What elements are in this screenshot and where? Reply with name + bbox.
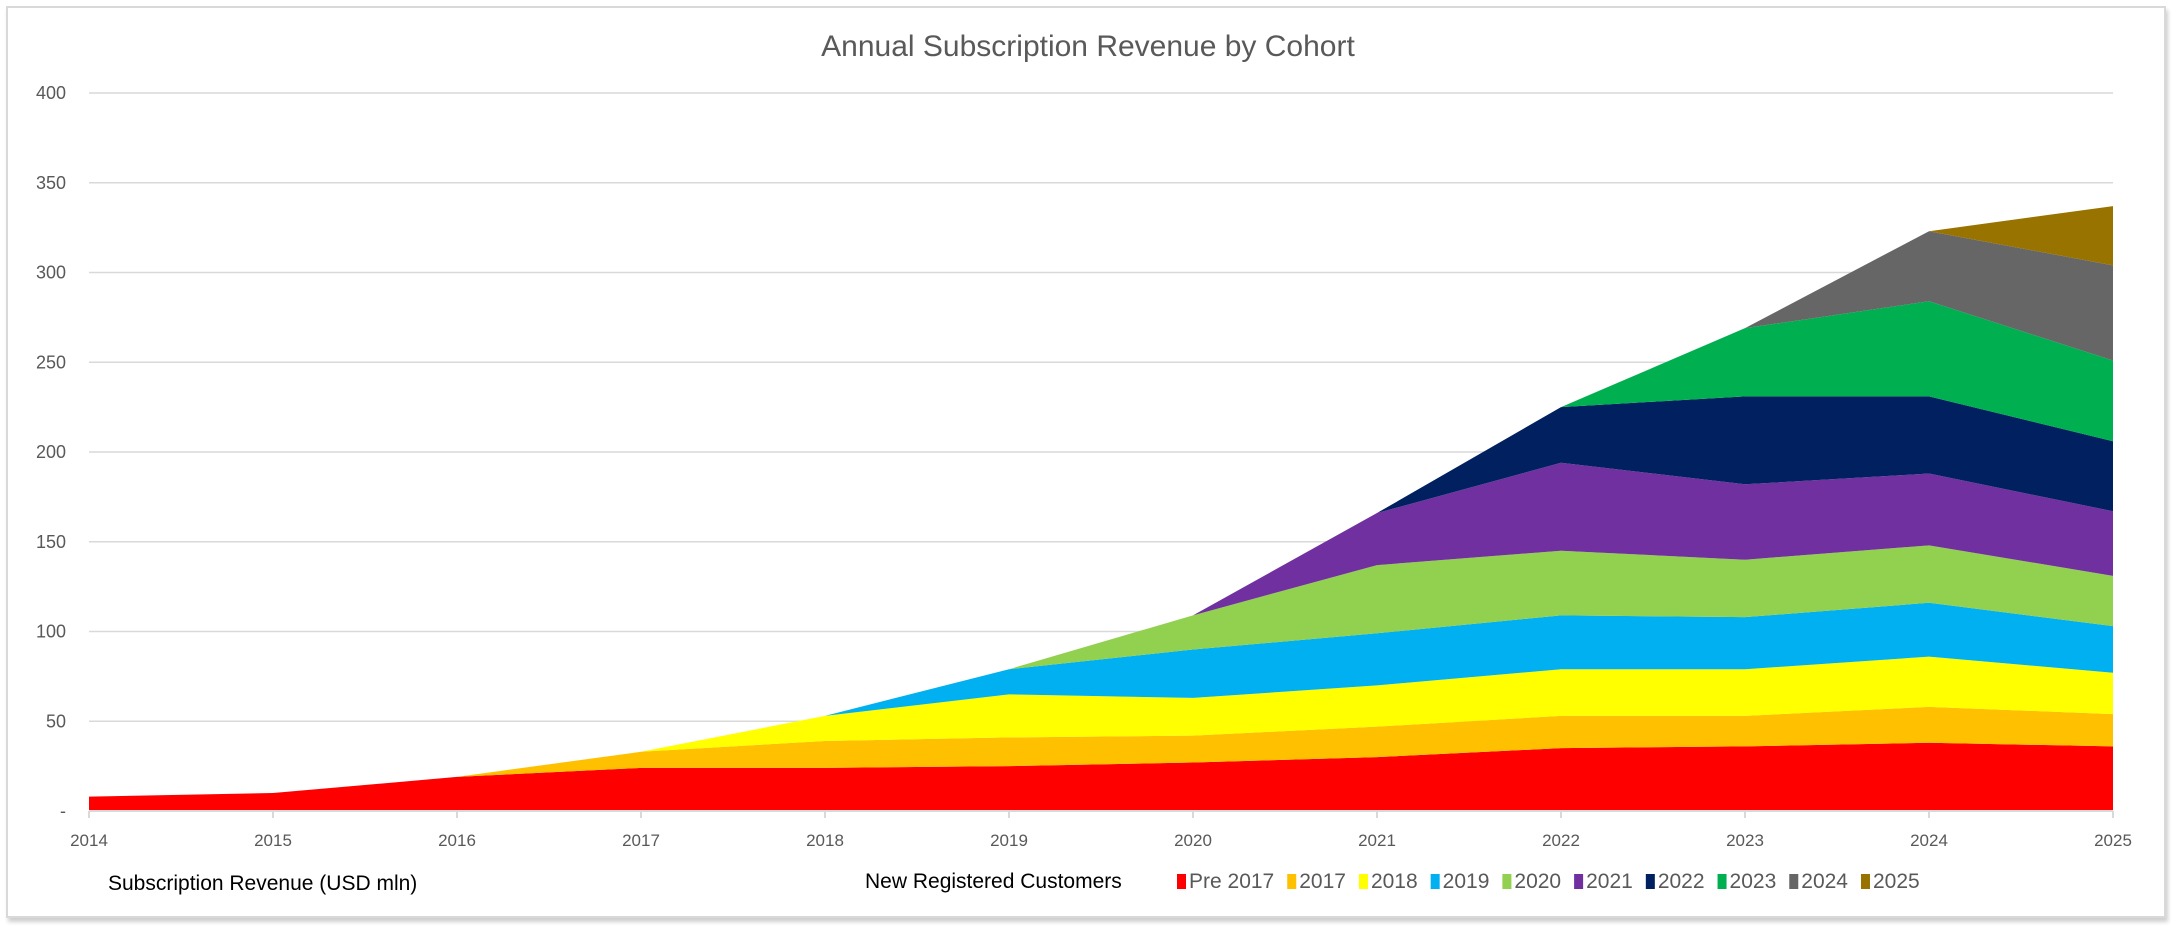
x-axis-title: Subscription Revenue (USD mln): [108, 872, 417, 895]
x-tick-label: 2025: [2094, 831, 2132, 850]
x-tick-label: 2024: [1910, 831, 1948, 850]
y-tick-label: 50: [46, 711, 66, 731]
y-tick-label: 150: [36, 532, 66, 552]
x-tick-label: 2022: [1542, 831, 1580, 850]
y-tick-label: 200: [36, 442, 66, 462]
legend-title: New Registered Customers: [865, 870, 1122, 893]
area-series-2023: [89, 301, 2113, 797]
x-tick-label: 2018: [806, 831, 844, 850]
legend-label: Pre 2017: [1189, 870, 1274, 893]
area-series-2018: [89, 656, 2113, 797]
area-series-2024: [89, 231, 2113, 797]
legend-label: 2021: [1586, 870, 1633, 893]
legend-label: 2025: [1873, 870, 1920, 893]
area-series-2017: [89, 706, 2113, 797]
legend-swatch: [1287, 874, 1297, 889]
area-series-pre-2017: [89, 742, 2113, 811]
x-tick-label: 2016: [438, 831, 476, 850]
y-tick-label: -: [60, 801, 66, 821]
legend-swatch: [1574, 874, 1584, 889]
chart-title: Annual Subscription Revenue by Cohort: [821, 30, 1355, 63]
x-tick-label: 2019: [990, 831, 1028, 850]
y-tick-label: 250: [36, 352, 66, 372]
legend-swatch: [1717, 874, 1727, 889]
y-tick-label: 300: [36, 263, 66, 283]
legend-label: 2022: [1658, 870, 1705, 893]
legend-label: 2023: [1730, 870, 1777, 893]
x-tick-label: 2020: [1174, 831, 1212, 850]
area-series-2020: [89, 545, 2113, 797]
area-series-2019: [89, 602, 2113, 797]
legend-swatch: [1502, 874, 1512, 889]
y-tick-label: 350: [36, 173, 66, 193]
x-tick-label: 2017: [622, 831, 660, 850]
x-tick-label: 2021: [1358, 831, 1396, 850]
x-tick-label: 2023: [1726, 831, 1764, 850]
y-tick-label: 100: [36, 622, 66, 642]
x-tick-label: 2015: [254, 831, 292, 850]
legend-label: 2024: [1801, 870, 1848, 893]
legend-swatch: [1430, 874, 1440, 889]
legend: Pre 2017 2017 2018 2019 2020 2021 2022 2023 2024…: [1177, 870, 1920, 893]
legend-swatch: [1358, 874, 1368, 889]
y-tick-label: 400: [36, 83, 66, 103]
legend-swatch: [1177, 874, 1186, 889]
legend-label: 2017: [1299, 870, 1346, 893]
legend-label: 2018: [1371, 870, 1418, 893]
legend-label: 2019: [1443, 870, 1490, 893]
x-tick-label: 2014: [70, 831, 108, 850]
legend-swatch: [1645, 874, 1655, 889]
legend-swatch: [1789, 874, 1799, 889]
legend-swatch: [1860, 874, 1870, 889]
area-series-2021: [89, 462, 2113, 797]
legend-label: 2020: [1514, 870, 1561, 893]
area-series-2022: [89, 396, 2113, 797]
